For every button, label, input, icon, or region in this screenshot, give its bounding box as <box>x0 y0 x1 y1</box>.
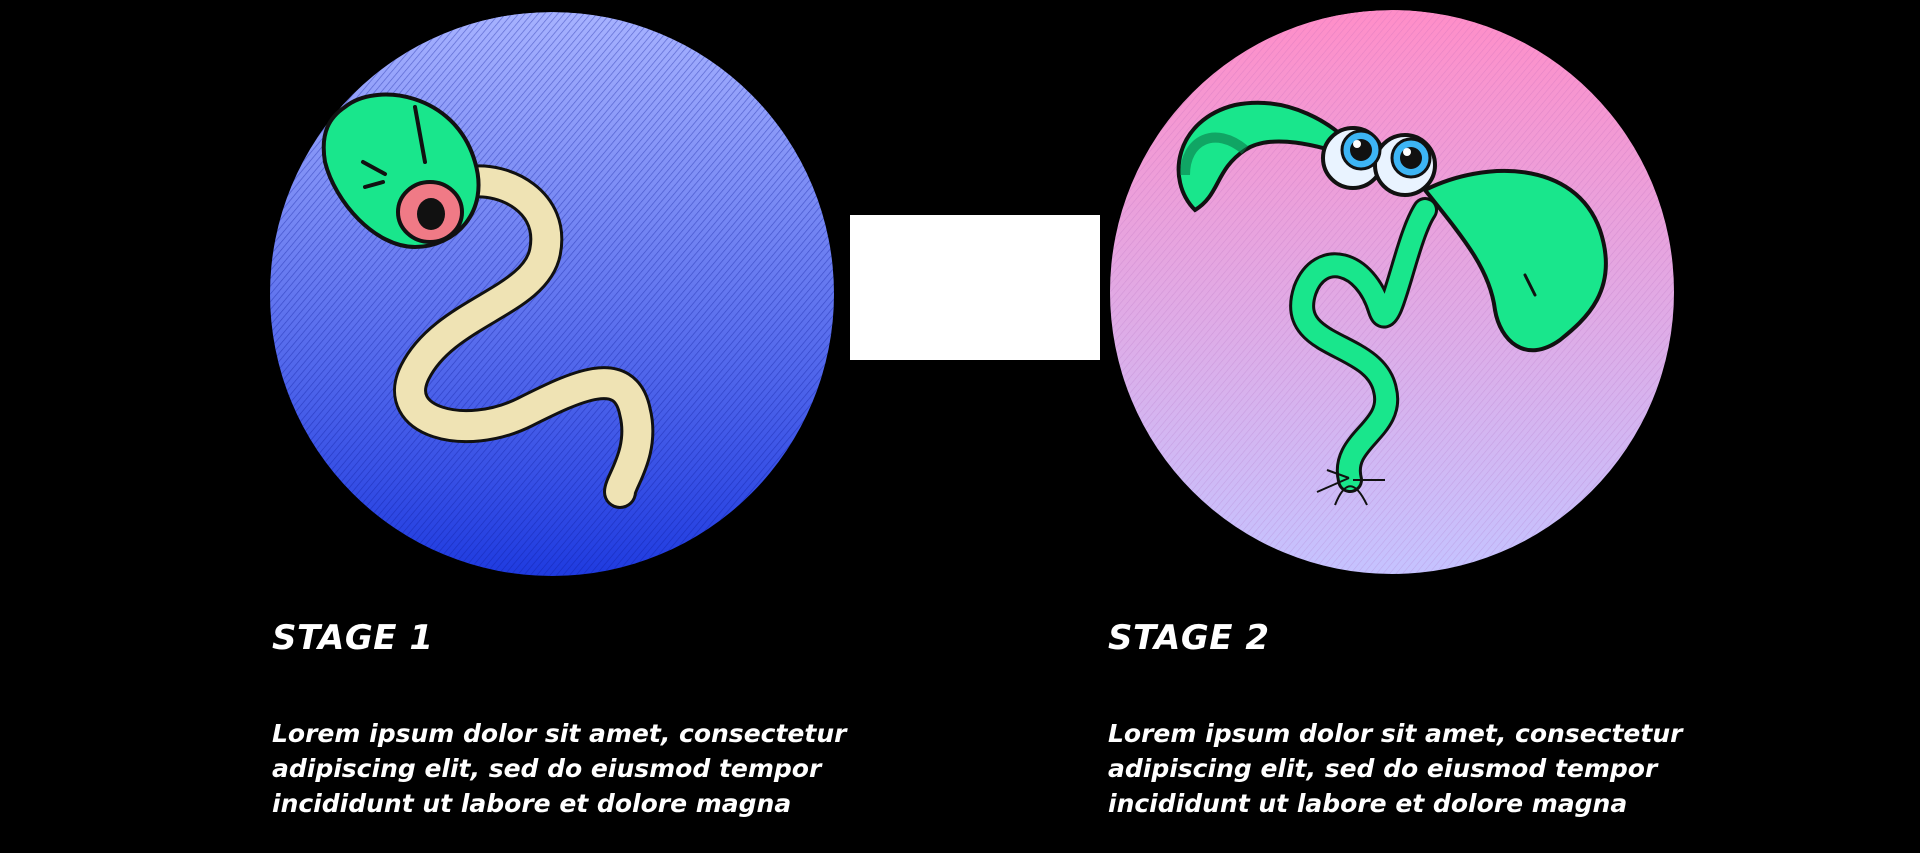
stage-2-description-line: incididunt ut labore et dolore magna <box>1108 789 1628 818</box>
stage-2-description: Lorem ipsum dolor sit amet, consectetur … <box>1108 716 1728 821</box>
stage-1-illustration-circle <box>265 12 840 577</box>
stage-2-illustration-circle <box>1105 10 1680 575</box>
tadpole-seed-illustration <box>270 12 834 576</box>
stage-1-description-line: Lorem ipsum dolor sit amet, consectetur <box>272 719 847 748</box>
backdrop-right <box>1690 0 1920 853</box>
sprout-with-eyes-illustration <box>1110 10 1674 574</box>
stage-2-title: STAGE 2 <box>1108 618 1270 658</box>
stage-1-description-line: adipiscing elit, sed do eiusmod tempor <box>272 754 822 783</box>
stage-1-title: STAGE 1 <box>272 618 434 658</box>
stage-1-description: Lorem ipsum dolor sit amet, consectetur … <box>272 716 892 821</box>
stage-1: STAGE 1 Lorem ipsum dolor sit amet, cons… <box>265 12 892 821</box>
stage-1-description-line: incididunt ut labore et dolore magna <box>272 789 792 818</box>
stage-2-description-line: Lorem ipsum dolor sit amet, consectetur <box>1108 719 1683 748</box>
stage-2-description-line: adipiscing elit, sed do eiusmod tempor <box>1108 754 1658 783</box>
